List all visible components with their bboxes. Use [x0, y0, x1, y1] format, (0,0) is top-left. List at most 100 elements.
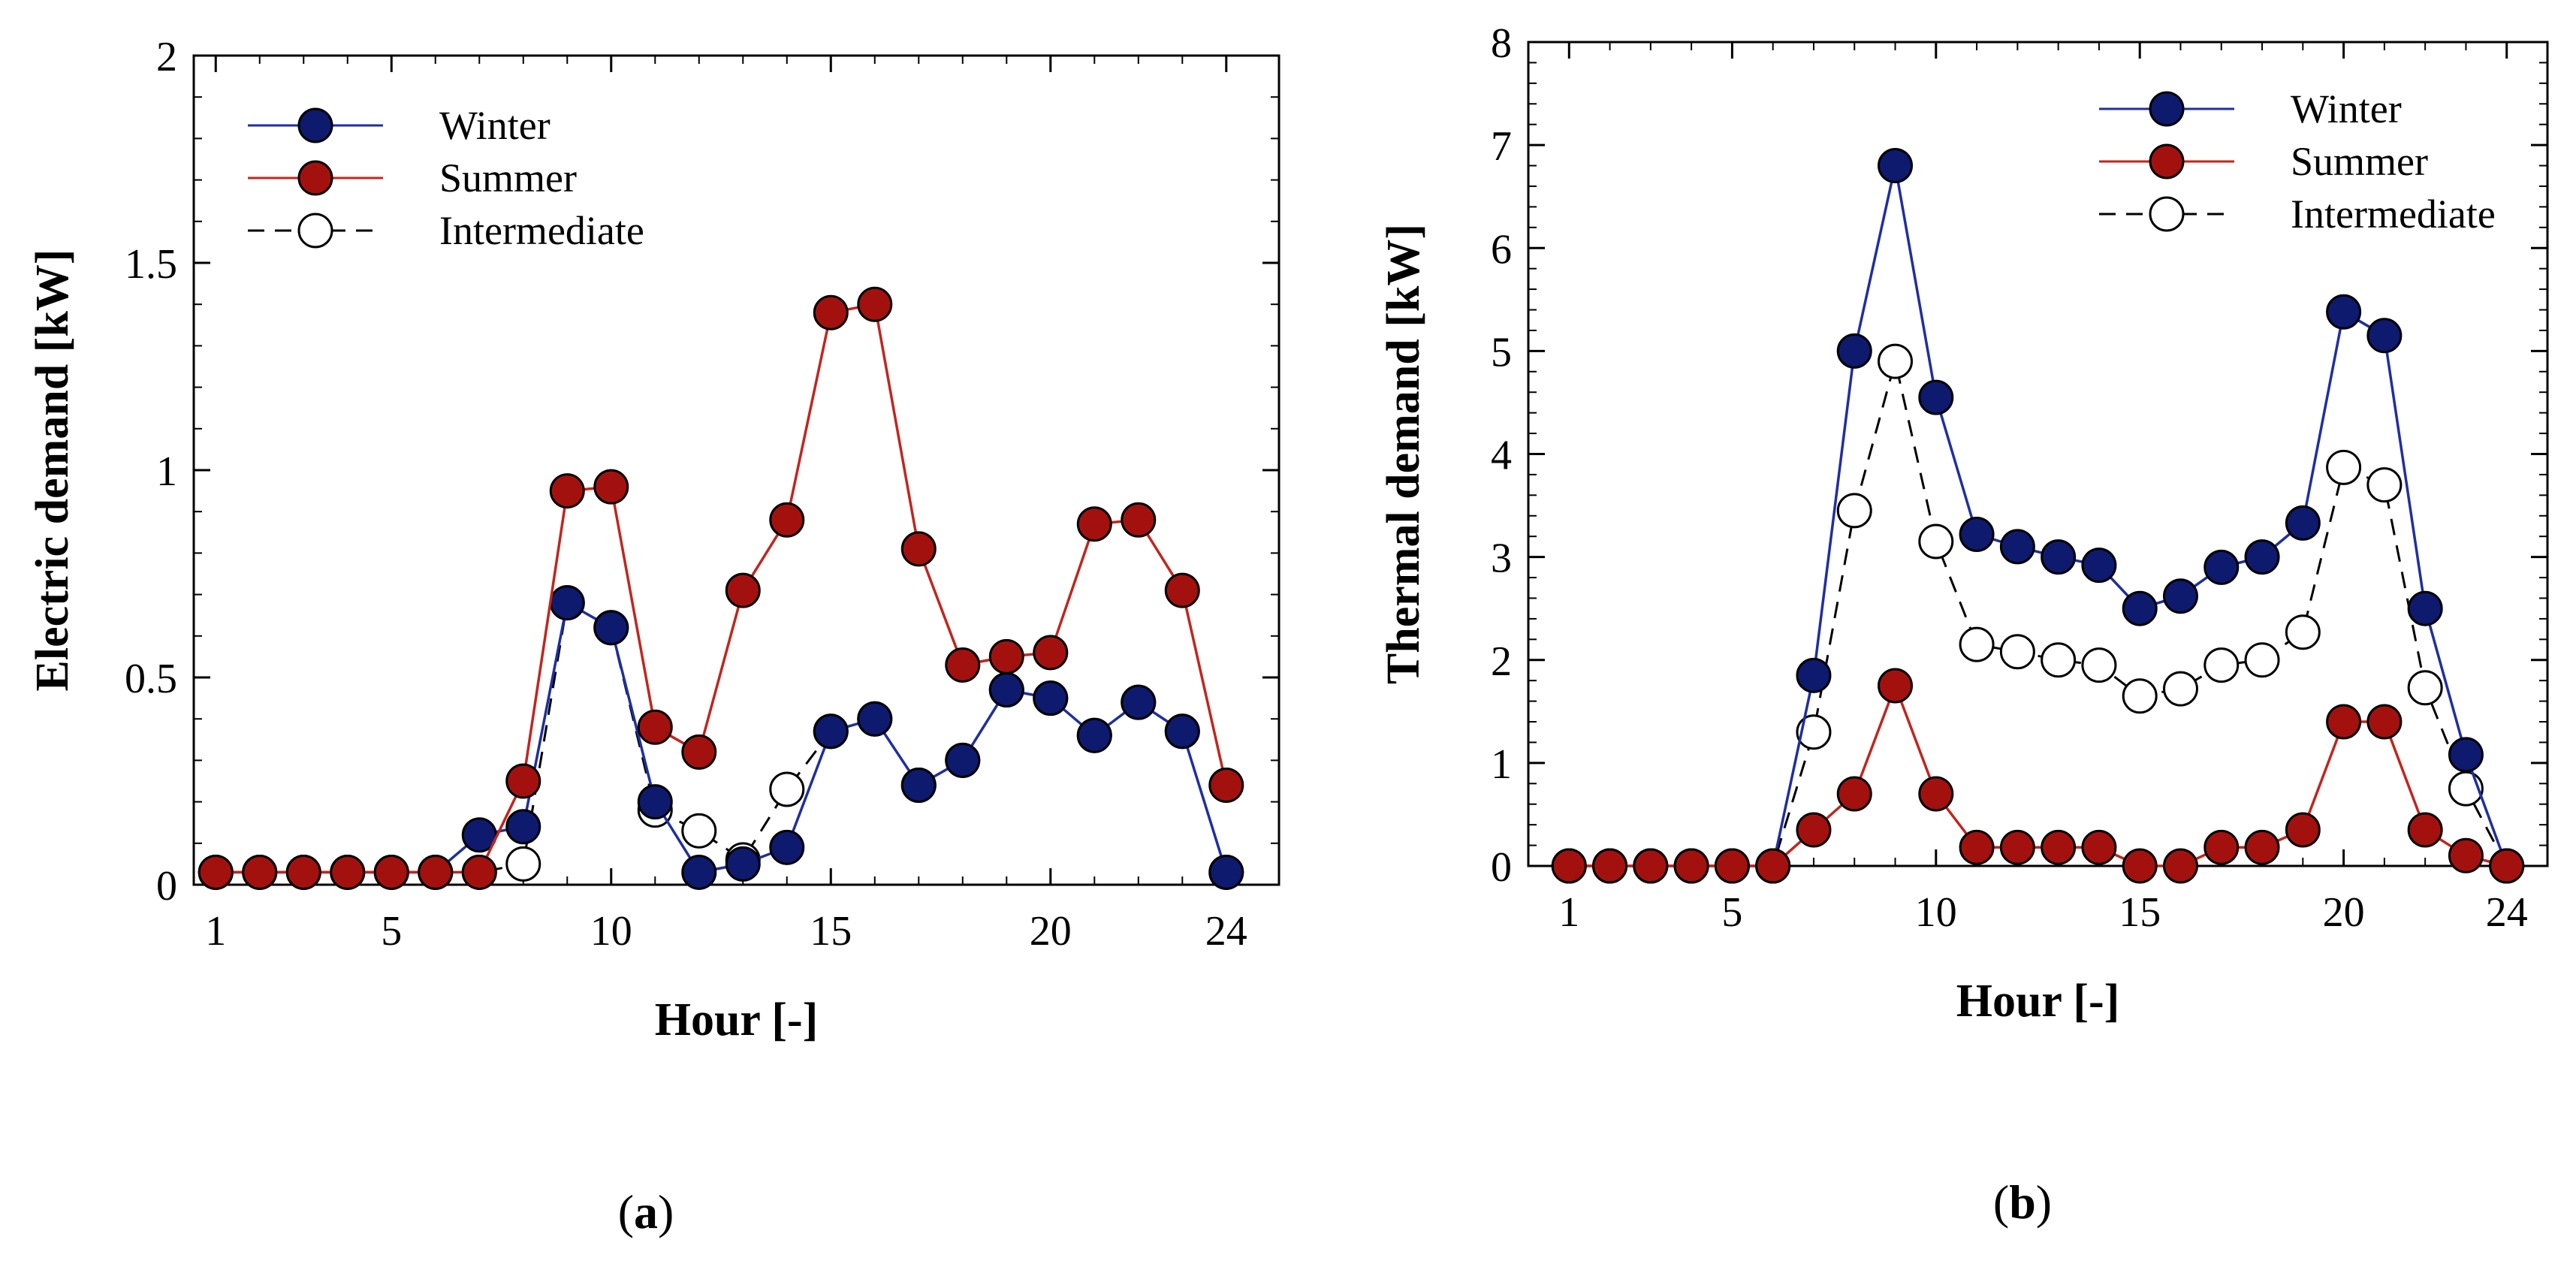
panel-label-letter: a	[634, 1185, 658, 1238]
data-point-summer	[593, 469, 629, 505]
data-point-winter	[1836, 333, 1872, 369]
x-axis-title: Hour [-]	[655, 994, 819, 1045]
x-tick-label: 15	[810, 908, 852, 955]
y-axis-title: Thermal demand [kW]	[1378, 224, 1429, 684]
y-tick-label: 4	[1491, 433, 1512, 479]
data-point-intermediate	[1918, 523, 1954, 560]
series-line-winter	[216, 600, 1228, 874]
y-tick-label: 2	[1491, 638, 1512, 685]
legend: Winter Summer Intermediate	[248, 103, 644, 253]
data-point-intermediate	[2122, 678, 2158, 714]
data-point-summer	[945, 647, 981, 683]
panel-label-close-paren: )	[2036, 1175, 2052, 1229]
data-point-intermediate	[2407, 670, 2443, 706]
series-line-winter	[1569, 165, 2508, 867]
y-tick-label: 0	[1491, 844, 1512, 891]
data-point-intermediate	[1836, 493, 1872, 529]
y-axis-title: Electric demand [kW]	[27, 249, 78, 692]
data-point-summer	[242, 854, 278, 890]
panel-label-close-paren: )	[658, 1185, 674, 1238]
data-point-winter	[945, 742, 981, 778]
data-point-winter	[1121, 684, 1157, 720]
data-point-summer	[2326, 704, 2362, 740]
x-tick-label: 24	[2486, 889, 2528, 936]
panel-label-open-paren: (	[1993, 1175, 2009, 1229]
y-tick-label: 6	[1491, 226, 1512, 273]
data-point-winter	[2041, 539, 2077, 575]
data-point-summer	[681, 734, 717, 770]
data-point-intermediate	[681, 813, 717, 849]
data-point-intermediate	[2081, 647, 2117, 683]
y-tick-label: 7	[1491, 123, 1512, 170]
data-point-summer	[1755, 848, 1791, 884]
legend: Winter Summer Intermediate	[2099, 86, 2496, 237]
data-point-summer	[1076, 506, 1112, 542]
data-point-winter	[1918, 379, 1954, 415]
data-point-winter	[857, 701, 893, 737]
data-point-winter	[549, 585, 585, 621]
series-line-summer	[1569, 682, 2508, 867]
series-line-intermediate	[1569, 360, 2508, 867]
data-point-summer	[988, 638, 1024, 674]
data-point-summer	[285, 854, 321, 890]
data-point-summer	[418, 854, 454, 890]
y-tick-label: 5	[1491, 329, 1512, 376]
data-point-intermediate	[2285, 614, 2321, 650]
y-tick-label: 8	[1491, 20, 1512, 67]
data-point-summer	[2285, 812, 2321, 848]
data-point-summer	[1121, 502, 1157, 538]
data-point-winter	[681, 854, 717, 890]
data-point-summer	[637, 709, 673, 745]
data-point-winter	[1999, 529, 2035, 565]
legend-marker-winter	[2149, 91, 2185, 127]
data-point-winter	[461, 817, 497, 853]
data-point-summer	[1796, 812, 1832, 848]
legend-label-winter: Winter	[439, 103, 550, 148]
legend-label-summer: Summer	[2291, 139, 2428, 184]
data-point-winter	[2244, 539, 2280, 575]
data-point-winter	[1208, 854, 1244, 890]
data-point-intermediate	[769, 771, 805, 807]
legend-marker-winter	[297, 107, 333, 143]
x-axis-title: Hour [-]	[1956, 976, 2120, 1027]
data-point-winter	[2162, 578, 2198, 614]
data-point-winter	[2203, 549, 2240, 585]
data-point-summer	[769, 502, 805, 538]
legend-label-winter: Winter	[2291, 86, 2402, 131]
data-point-intermediate	[505, 846, 541, 882]
data-point-summer	[198, 854, 234, 890]
y-tick-label: 3	[1491, 535, 1512, 582]
panel-label: (b)	[1993, 1175, 2052, 1229]
data-point-summer	[1878, 668, 1914, 704]
x-tick-label: 1	[1558, 889, 1579, 936]
legend-marker-summer	[297, 160, 333, 196]
y-tick-label: 1.5	[125, 241, 177, 288]
data-point-winter	[769, 829, 805, 865]
x-tick-label: 15	[2119, 889, 2161, 936]
data-point-winter	[2122, 590, 2158, 626]
data-point-winter	[637, 784, 673, 820]
data-point-winter	[725, 846, 761, 882]
data-point-winter	[2366, 318, 2403, 354]
legend-label-summer: Summer	[439, 155, 577, 201]
data-point-summer	[2122, 848, 2158, 884]
data-point-summer	[1673, 848, 1709, 884]
data-point-winter	[1796, 657, 1832, 693]
data-point-summer	[549, 473, 585, 509]
x-tick-label: 20	[1030, 908, 1072, 955]
x-tick-label: 1	[205, 908, 226, 955]
data-point-summer	[2489, 848, 2525, 884]
data-point-intermediate	[2203, 647, 2240, 683]
data-point-summer	[1164, 572, 1200, 608]
data-point-summer	[505, 763, 541, 799]
y-tick-label: 1	[156, 448, 177, 495]
plot-frame	[192, 54, 1280, 886]
data-point-summer	[2081, 829, 2117, 865]
data-point-winter	[1878, 148, 1914, 184]
data-point-summer	[725, 572, 761, 608]
data-point-summer	[461, 854, 497, 890]
series-line-summer	[216, 303, 1228, 874]
data-point-intermediate	[2326, 449, 2362, 485]
